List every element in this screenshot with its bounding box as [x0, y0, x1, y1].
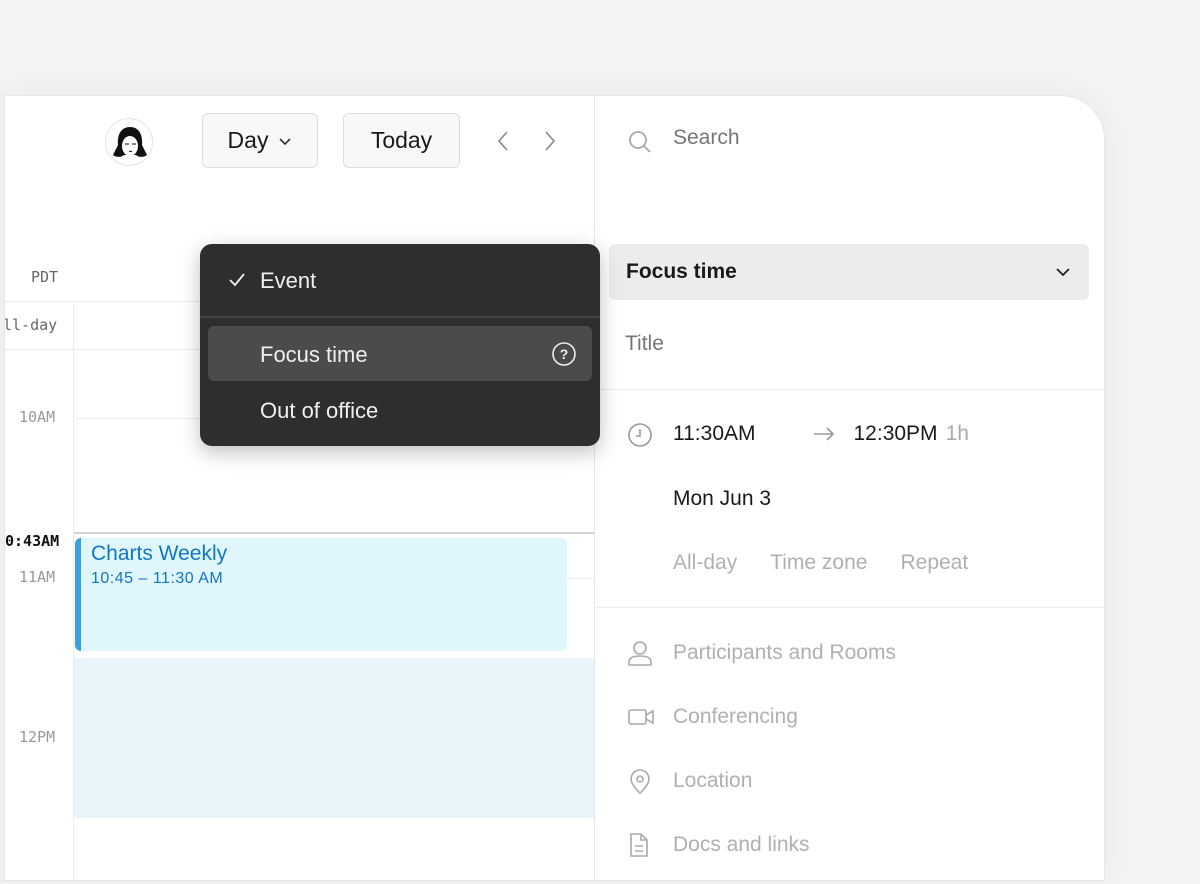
prev-arrow-icon[interactable] [495, 129, 511, 153]
next-arrow-icon[interactable] [542, 129, 558, 153]
view-label: Day [227, 127, 269, 153]
menu-item-event[interactable]: Event [200, 264, 600, 296]
help-icon[interactable]: ? [551, 341, 577, 367]
clock-icon [628, 423, 652, 447]
today-label: Today [370, 127, 433, 153]
menu-item-out-of-office[interactable]: Out of office [200, 394, 600, 426]
search-icon [629, 131, 651, 153]
chevron-down-icon [1056, 268, 1070, 277]
hour-label-11am: 11AM [19, 568, 56, 586]
avatar[interactable] [105, 118, 153, 166]
duration: 1h [945, 422, 969, 445]
menu-item-label: Event [260, 268, 317, 293]
arrow-right-icon [813, 427, 834, 441]
location-field[interactable]: Location [673, 769, 753, 792]
checkmark-icon [229, 273, 245, 287]
person-icon [628, 641, 652, 666]
new-focus-time-block[interactable] [74, 658, 594, 818]
event-time: 10:45 – 11:30 AM [91, 570, 224, 587]
search-input[interactable] [673, 126, 973, 150]
today-button[interactable]: Today [343, 113, 460, 168]
hour-label-10am: 10AM [19, 408, 56, 426]
participants-field[interactable]: Participants and Rooms [673, 641, 896, 664]
conferencing-field[interactable]: Conferencing [673, 705, 798, 728]
event-charts-weekly[interactable]: Charts Weekly 10:45 – 11:30 AM [75, 538, 567, 651]
time-zone-option[interactable]: Time zone [770, 551, 868, 574]
menu-item-focus-time[interactable]: Focus time ? [208, 326, 592, 381]
event-type-menu: Event Focus time ? Out of office [200, 244, 600, 446]
docs-links-field[interactable]: Docs and links [673, 833, 810, 856]
location-pin-icon [630, 769, 650, 795]
event-title: Charts Weekly [91, 542, 228, 565]
chevron-down-icon [279, 137, 292, 145]
event-type-label: Focus time [626, 260, 737, 283]
current-time-line [74, 532, 594, 534]
timezone-label: PDT [31, 268, 59, 286]
view-select-button[interactable]: Day [202, 113, 318, 168]
all-day-label: ll-day [4, 316, 58, 334]
calendar-window: Day Today PDT ll-day 10AM 0:43AM 11AM Ch… [4, 95, 1105, 881]
title-input[interactable] [625, 332, 1025, 356]
event-date[interactable]: Mon Jun 3 [673, 487, 772, 510]
document-icon [630, 833, 648, 857]
end-time[interactable]: 12:30PM [853, 422, 938, 445]
event-details-panel: Focus time 11:30AM 12:30PM 1h Mon Jun 3 … [594, 96, 1104, 880]
repeat-option[interactable]: Repeat [900, 551, 969, 574]
start-time[interactable]: 11:30AM [673, 422, 756, 445]
menu-item-label: Focus time [260, 342, 368, 367]
hour-label-12pm: 12PM [19, 728, 56, 746]
event-type-select[interactable]: Focus time [609, 244, 1089, 300]
video-camera-icon [628, 709, 654, 725]
menu-item-label: Out of office [260, 398, 379, 423]
current-time-label: 0:43AM [5, 532, 60, 550]
svg-text:?: ? [560, 346, 569, 362]
all-day-option[interactable]: All-day [673, 551, 738, 574]
